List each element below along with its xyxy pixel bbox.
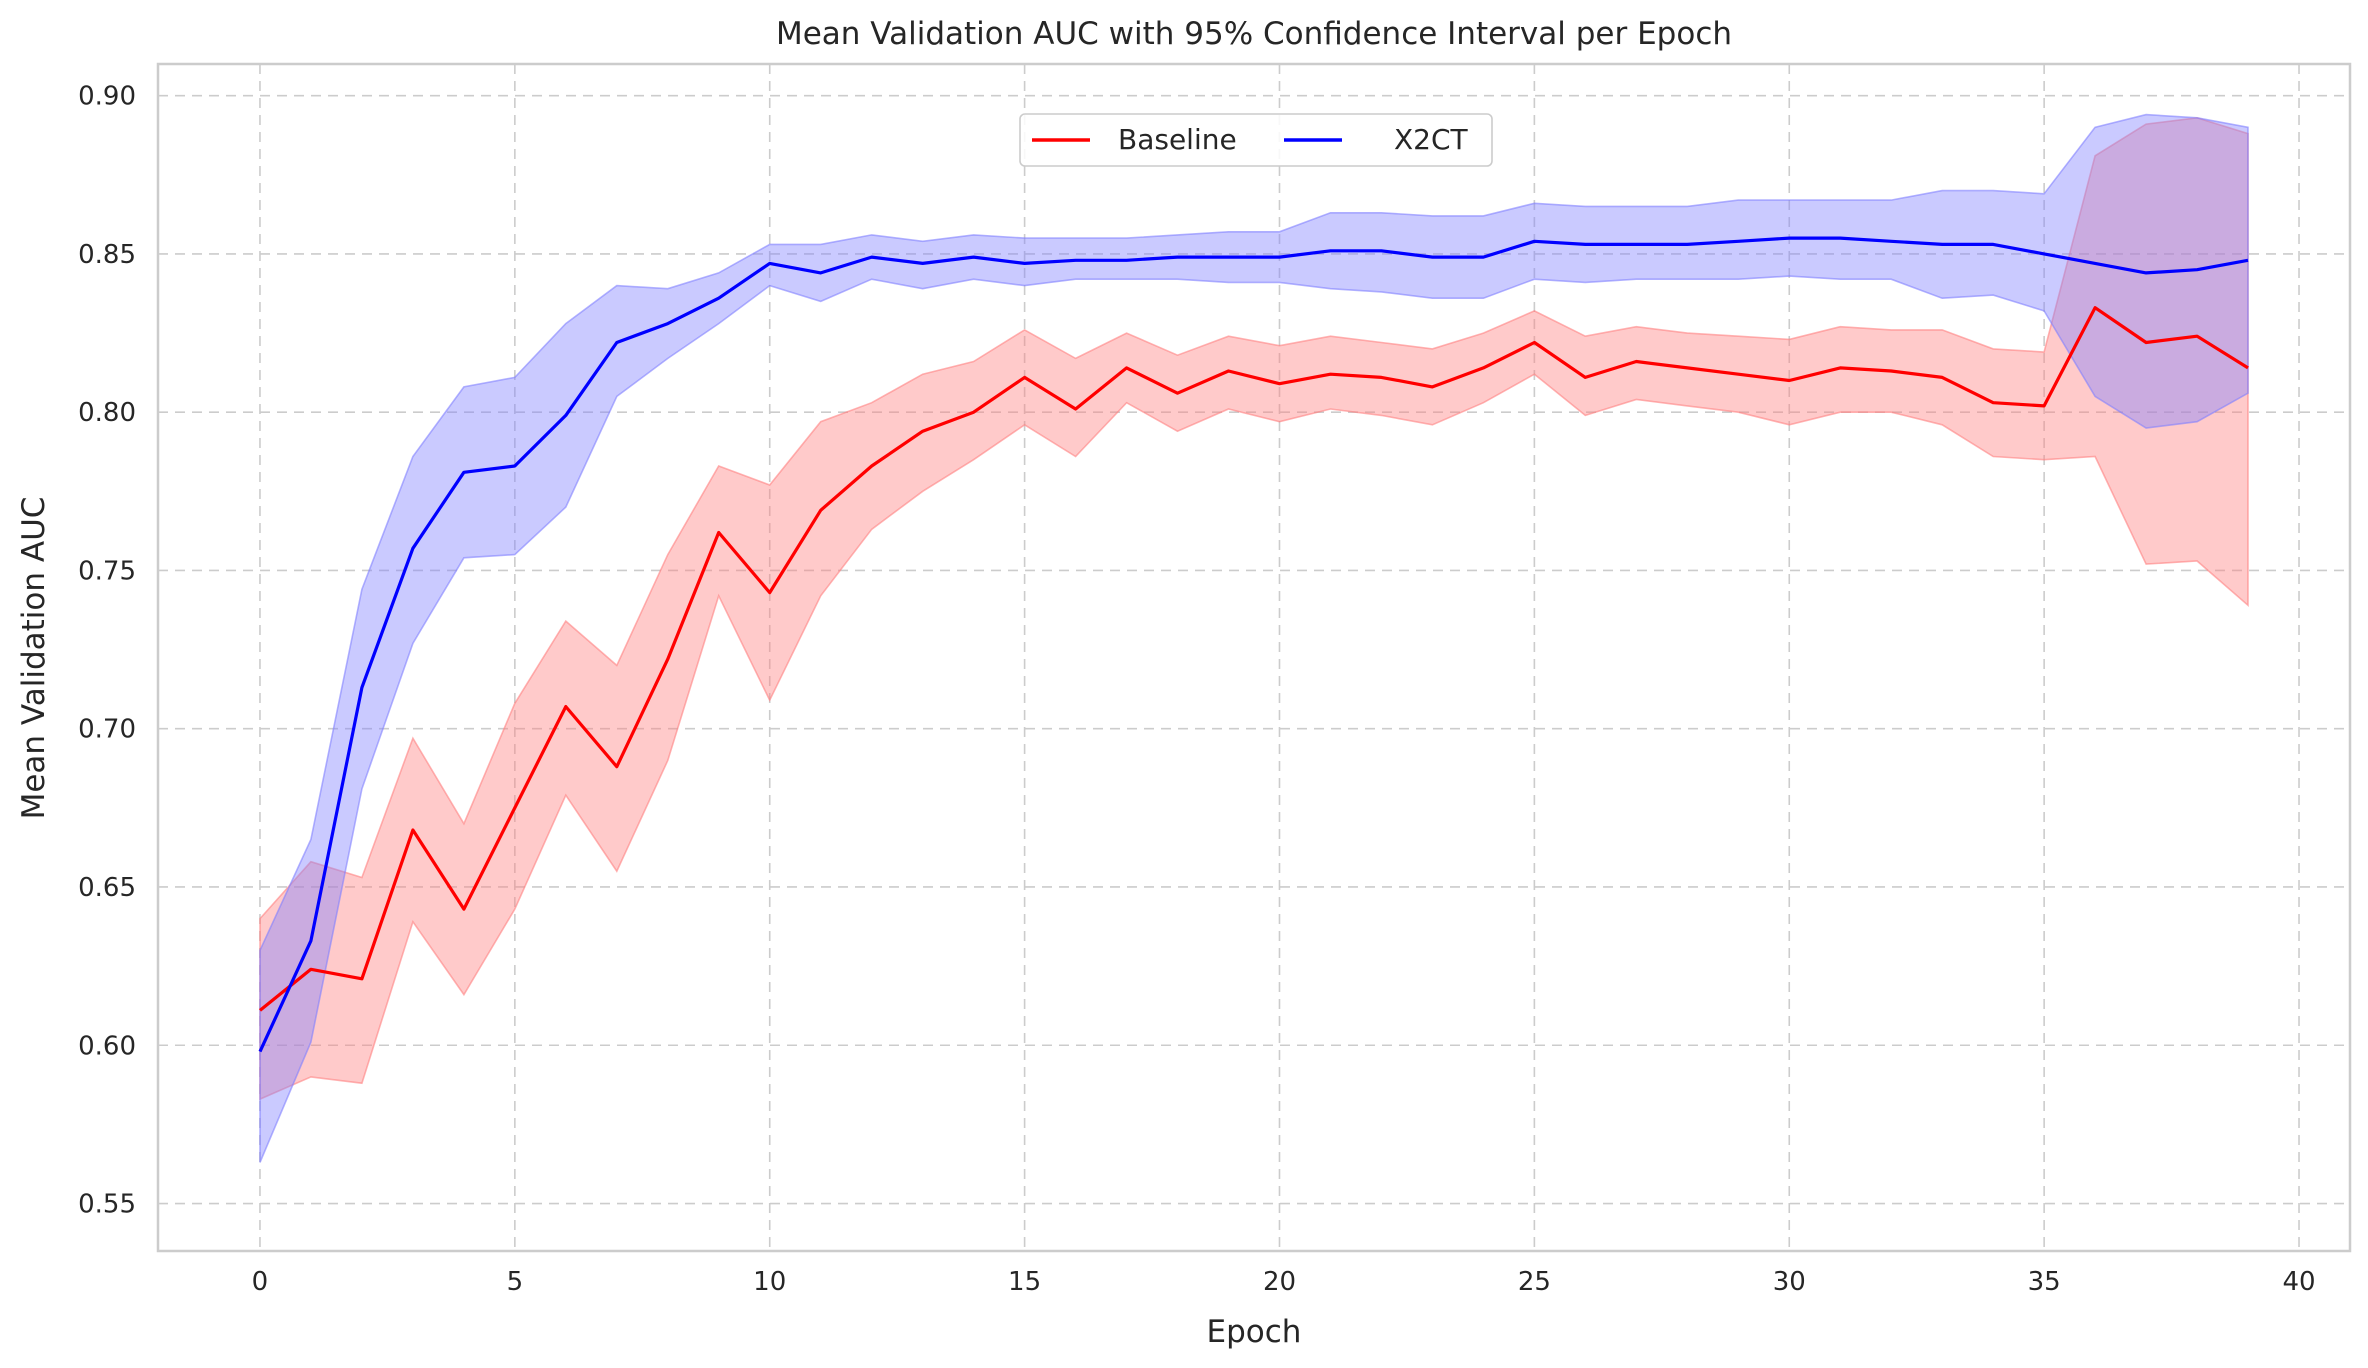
x-tick-label: 35: [2028, 1267, 2061, 1297]
y-tick-label: 0.75: [78, 556, 136, 586]
x-tick-label: 10: [753, 1267, 786, 1297]
series-line-x2ct: [258, 236, 2249, 1053]
confidence-bands: [259, 113, 2249, 1163]
x-tick-label: 30: [1773, 1267, 1806, 1297]
y-tick-label: 0.80: [78, 398, 136, 428]
y-axis-ticks: 0.55 0.60 0.65 0.70 0.75 0.80 0.85 0.90: [78, 82, 136, 1220]
y-tick-label: 0.85: [78, 240, 136, 270]
chart-title: Mean Validation AUC with 95% Confidence …: [776, 16, 1732, 52]
legend-label-baseline: Baseline: [1118, 123, 1237, 156]
y-axis-label: Mean Validation AUC: [16, 497, 52, 820]
x-tick-label: 20: [1263, 1267, 1296, 1297]
x-tick-label: 25: [1518, 1267, 1551, 1297]
x-tick-label: 5: [507, 1267, 524, 1297]
x-tick-label: 40: [2282, 1267, 2315, 1297]
legend-box: [1019, 113, 1493, 167]
y-tick-label: 0.55: [78, 1190, 136, 1220]
y-tick-label: 0.90: [78, 82, 136, 112]
confidence-band-baseline: [259, 116, 2249, 1101]
legend-label-x2ct: X2CT: [1394, 123, 1469, 156]
y-tick-label: 0.60: [78, 1031, 136, 1061]
confidence-band-x2ct: [259, 113, 2249, 1163]
y-tick-label: 0.65: [78, 873, 136, 903]
x-tick-label: 15: [1008, 1267, 1041, 1297]
x-axis-ticks: 0 5 10 15 20 25 30 35 40: [252, 1267, 2316, 1297]
legend: Baseline X2CT: [1019, 113, 1493, 167]
series-lines: [258, 236, 2249, 1053]
x-tick-label: 0: [252, 1267, 269, 1297]
series-line-baseline: [258, 306, 2249, 1012]
y-tick-label: 0.70: [78, 715, 136, 745]
plot-area: [158, 64, 2350, 1251]
plot-frame: [156, 62, 2352, 1253]
x-axis-label: Epoch: [1207, 1314, 1302, 1350]
